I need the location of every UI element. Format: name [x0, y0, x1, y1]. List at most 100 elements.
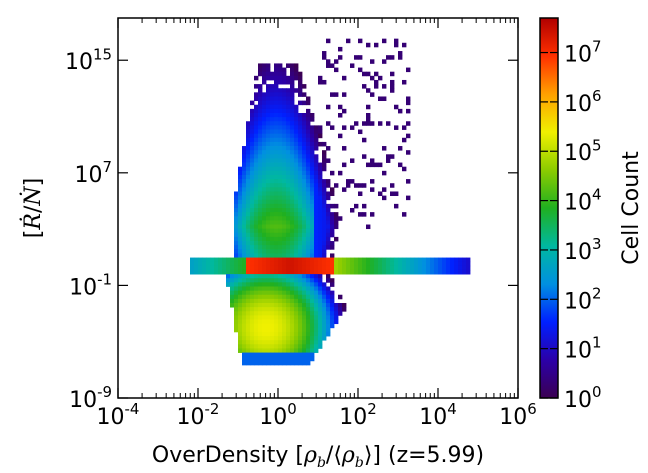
- heatmap-cell: [270, 137, 275, 143]
- heatmap-cell: [406, 265, 411, 271]
- heatmap-cell: [294, 154, 299, 159]
- x-tick-label: 104: [419, 400, 457, 430]
- colorbar-label: Cell Count: [619, 151, 644, 265]
- heatmap-cell: [278, 241, 283, 246]
- heatmap-cell: [266, 67, 271, 73]
- heatmap-cell: [302, 179, 307, 184]
- heatmap-cell: [382, 59, 387, 64]
- heatmap-cell: [250, 174, 255, 180]
- heatmap-cell: [278, 344, 283, 349]
- heatmap-cell: [298, 344, 303, 349]
- heatmap-cell: [302, 253, 307, 258]
- heatmap-cell: [262, 257, 267, 263]
- heatmap-cell: [286, 336, 291, 341]
- heatmap-cell: [294, 203, 299, 209]
- heatmap-cell: [286, 212, 291, 217]
- heatmap-cell: [306, 108, 311, 114]
- heatmap-cell: [390, 84, 395, 89]
- heatmap-cell: [298, 121, 303, 126]
- heatmap-cell: [222, 257, 227, 263]
- heatmap-cell: [386, 55, 391, 60]
- heatmap-cell: [442, 257, 447, 263]
- heatmap-cell: [326, 158, 331, 163]
- heatmap-cell: [266, 307, 271, 312]
- heatmap-cell: [258, 282, 263, 287]
- heatmap-cell: [326, 257, 331, 263]
- heatmap-cell: [266, 154, 271, 159]
- heatmap-cell: [266, 162, 271, 168]
- heatmap-cell: [290, 203, 295, 209]
- heatmap-cell: [250, 154, 255, 159]
- heatmap-cell: [258, 323, 263, 329]
- heatmap-cell: [378, 96, 383, 102]
- heatmap-cell: [402, 137, 407, 143]
- heatmap-cell: [338, 269, 343, 275]
- heatmap-cell: [254, 344, 259, 349]
- heatmap-cell: [258, 265, 263, 271]
- heatmap-cell: [250, 117, 255, 122]
- heatmap-cell: [418, 261, 423, 267]
- heatmap-cell: [294, 125, 299, 130]
- heatmap-cell: [238, 265, 243, 271]
- heatmap-cell: [302, 319, 307, 325]
- heatmap-cell: [266, 216, 271, 221]
- heatmap-cell: [274, 117, 279, 122]
- heatmap-cell: [270, 187, 275, 192]
- heatmap-cell: [270, 249, 275, 254]
- heatmap-cell: [258, 340, 263, 345]
- heatmap-cell: [266, 261, 271, 267]
- heatmap-cell: [194, 261, 199, 267]
- heatmap-cell: [274, 137, 279, 143]
- heatmap-cell: [310, 224, 315, 230]
- heatmap-cell: [286, 352, 291, 358]
- heatmap-cell: [246, 208, 251, 213]
- heatmap-cell: [274, 84, 279, 89]
- heatmap-cell: [286, 203, 291, 209]
- heatmap-cell: [262, 137, 267, 143]
- heatmap-cell: [358, 67, 363, 73]
- heatmap-cell: [278, 323, 283, 329]
- heatmap-cell: [286, 241, 291, 246]
- heatmap-cell: [246, 352, 251, 358]
- heatmap-cell: [266, 71, 271, 77]
- heatmap-cell: [374, 269, 379, 275]
- heatmap-cell: [286, 113, 291, 118]
- heatmap-cell: [270, 208, 275, 213]
- heatmap-cell: [242, 348, 247, 353]
- heatmap-cell: [258, 63, 263, 68]
- heatmap-cell: [274, 269, 279, 275]
- plot-frame: [117, 17, 519, 399]
- heatmap-cell: [278, 298, 283, 304]
- heatmap-cell: [294, 117, 299, 122]
- heatmap-cell: [382, 269, 387, 275]
- heatmap-cell: [270, 154, 275, 159]
- heatmap-cell: [442, 265, 447, 271]
- heatmap-cell: [286, 174, 291, 180]
- heatmap-cell: [270, 141, 275, 147]
- heatmap-cell: [322, 303, 327, 308]
- heatmap-cell: [306, 315, 311, 320]
- heatmap-cell: [306, 245, 311, 250]
- heatmap-cell: [270, 356, 275, 362]
- heatmap-cell: [258, 344, 263, 349]
- heatmap-cell: [430, 257, 435, 263]
- heatmap-cell: [274, 96, 279, 102]
- heatmap-cell: [226, 269, 231, 275]
- heatmap-cell: [322, 327, 327, 333]
- heatmap-cell: [298, 236, 303, 242]
- heatmap-cell: [314, 340, 319, 345]
- heatmap-cell: [262, 249, 267, 254]
- heatmap-cell: [246, 269, 251, 275]
- heatmap-cell: [310, 348, 315, 353]
- heatmap-cell: [318, 245, 323, 250]
- heatmap-cell: [254, 195, 259, 201]
- heatmap-cell: [314, 199, 319, 205]
- heatmap-cell: [294, 166, 299, 172]
- heatmap-cell: [314, 253, 319, 258]
- heatmap-cell: [282, 195, 287, 201]
- heatmap-cell: [278, 216, 283, 221]
- heatmap-cell: [298, 125, 303, 130]
- heatmap-cell: [238, 220, 243, 225]
- heatmap-cell: [298, 195, 303, 201]
- heatmap-cell: [238, 199, 243, 205]
